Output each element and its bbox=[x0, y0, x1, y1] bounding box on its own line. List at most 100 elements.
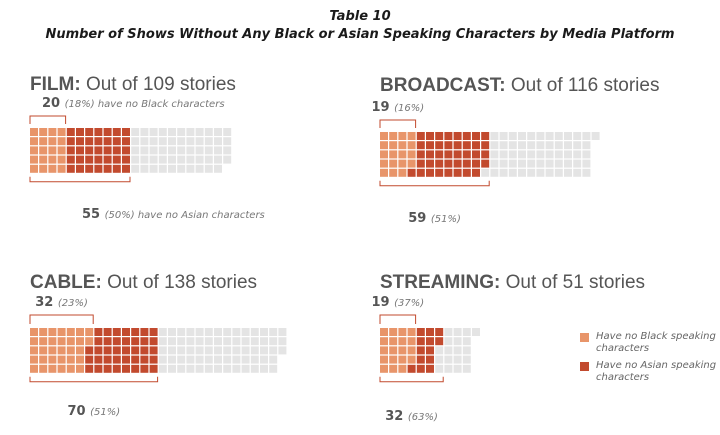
waffle-cell-remaining bbox=[527, 150, 536, 159]
waffle-cell-no-black bbox=[407, 159, 416, 168]
waffle-cell-no-asian bbox=[103, 337, 112, 346]
waffle-cell-remaining bbox=[195, 337, 204, 346]
waffle-cell-remaining bbox=[149, 146, 158, 155]
waffle-cell-remaining bbox=[195, 155, 204, 164]
waffle-cell-remaining bbox=[518, 132, 526, 140]
waffle-cell-no-black bbox=[39, 146, 48, 155]
waffle-cell-no-asian bbox=[85, 146, 94, 155]
waffle-cell-remaining bbox=[573, 159, 582, 168]
waffle-cell-remaining bbox=[573, 168, 582, 177]
waffle-cell-remaining bbox=[204, 155, 213, 164]
waffle-cell-remaining bbox=[149, 128, 158, 136]
waffle-cell-remaining bbox=[232, 364, 241, 373]
waffle-cell-no-asian bbox=[103, 155, 112, 164]
waffle-cell-no-black bbox=[48, 137, 57, 146]
waffle-cell-remaining bbox=[444, 364, 453, 373]
waffle-cell-remaining bbox=[453, 337, 462, 346]
waffle-cell-no-asian bbox=[140, 328, 149, 336]
waffle-cell-no-asian bbox=[112, 137, 121, 146]
panel-subtitle: Out of 116 stories bbox=[511, 75, 660, 96]
legend-item-no-asian: Have no Asian speaking characters bbox=[580, 360, 718, 384]
waffle-cell-remaining bbox=[536, 141, 545, 150]
waffle-cell-remaining bbox=[158, 155, 167, 164]
waffle-cell-remaining bbox=[250, 364, 259, 373]
waffle-cell-no-asian bbox=[140, 355, 149, 364]
waffle-cell-remaining bbox=[168, 355, 176, 364]
waffle-cell-remaining bbox=[554, 132, 563, 140]
waffle-cell-no-asian bbox=[426, 168, 434, 177]
waffle-cell-remaining bbox=[499, 150, 508, 159]
waffle-cell-remaining bbox=[527, 168, 536, 177]
annotation-no-black-cable: 32 (23%) bbox=[35, 295, 88, 310]
waffle-cell-no-asian bbox=[112, 164, 121, 173]
waffle-cell-no-black bbox=[398, 337, 407, 346]
platform-name: CABLE: bbox=[30, 272, 107, 293]
waffle-cell-no-black bbox=[48, 364, 57, 373]
waffle-cell-no-black bbox=[407, 355, 416, 364]
waffle-cell-remaining bbox=[490, 159, 499, 168]
waffle-cell-no-asian bbox=[416, 159, 425, 168]
waffle-cell-remaining bbox=[204, 355, 213, 364]
waffle-cell-no-asian bbox=[426, 355, 434, 364]
waffle-cell-remaining bbox=[195, 355, 204, 364]
waffle-cell-remaining bbox=[545, 159, 554, 168]
waffle-cell-no-asian bbox=[122, 155, 130, 164]
annotation-count: 55 bbox=[82, 207, 105, 222]
waffle-cell-remaining bbox=[490, 141, 499, 150]
waffle-cell-remaining bbox=[195, 137, 204, 146]
waffle-cell-no-black bbox=[57, 355, 66, 364]
waffle-cell-no-asian bbox=[416, 141, 425, 150]
waffle-cell-no-asian bbox=[122, 328, 130, 336]
waffle-cell-no-asian bbox=[416, 328, 425, 336]
waffle-cell-remaining bbox=[168, 128, 176, 136]
waffle-cell-remaining bbox=[453, 328, 462, 336]
legend-item-no-black: Have no Black speaking characters bbox=[580, 331, 718, 355]
waffle-cell-no-asian bbox=[481, 132, 490, 140]
waffle-cell-no-asian bbox=[149, 337, 158, 346]
waffle-cell-remaining bbox=[260, 364, 268, 373]
waffle-cell-no-black bbox=[380, 364, 388, 373]
bracket-no-asian bbox=[379, 180, 490, 187]
waffle-cell-remaining bbox=[573, 150, 582, 159]
waffle-cell-remaining bbox=[204, 137, 213, 146]
waffle-cell-no-black bbox=[39, 328, 48, 336]
waffle-cell-no-asian bbox=[85, 355, 94, 364]
waffle-cell-no-asian bbox=[131, 328, 140, 336]
waffle-cell-no-asian bbox=[444, 159, 453, 168]
waffle-cell-no-asian bbox=[85, 137, 94, 146]
waffle-cell-remaining bbox=[149, 137, 158, 146]
waffle-cell-remaining bbox=[250, 346, 259, 355]
waffle-cell-remaining bbox=[241, 337, 250, 346]
bracket-no-black bbox=[379, 314, 417, 324]
waffle-cell-no-black bbox=[398, 150, 407, 159]
waffle-cell-remaining bbox=[223, 128, 232, 136]
waffle-cell-remaining bbox=[131, 164, 140, 173]
waffle-cell-remaining bbox=[462, 337, 471, 346]
waffle-cell-remaining bbox=[214, 164, 222, 173]
waffle-cell-remaining bbox=[186, 137, 195, 146]
waffle-cell-no-black bbox=[66, 346, 75, 355]
waffle-cell-remaining bbox=[518, 141, 526, 150]
waffle-cell-no-black bbox=[380, 346, 388, 355]
waffle-cell-remaining bbox=[195, 146, 204, 155]
waffle-cell-remaining bbox=[168, 346, 176, 355]
annotation-no-asian-broadcast: 59 (51%) bbox=[408, 211, 461, 226]
waffle-cell-no-asian bbox=[435, 132, 444, 140]
waffle-cell-no-asian bbox=[416, 346, 425, 355]
annotation-no-black-streaming: 19 (37%) bbox=[371, 295, 424, 310]
waffle-cell-remaining bbox=[186, 355, 195, 364]
waffle-cell-remaining bbox=[582, 150, 591, 159]
waffle-cell-remaining bbox=[232, 337, 241, 346]
annotation-count: 19 bbox=[371, 100, 394, 115]
waffle-cell-remaining bbox=[527, 141, 536, 150]
waffle-cell-no-asian bbox=[76, 146, 84, 155]
waffle-cell-no-asian bbox=[140, 337, 149, 346]
waffle-cell-no-black bbox=[380, 132, 388, 140]
waffle-cell-no-black bbox=[66, 355, 75, 364]
waffle-cell-remaining bbox=[472, 328, 480, 336]
panel-heading-cable: CABLE: Out of 138 stories bbox=[30, 272, 257, 293]
waffle-cell-remaining bbox=[195, 164, 204, 173]
waffle-cell-remaining bbox=[453, 346, 462, 355]
waffle-cell-remaining bbox=[536, 132, 545, 140]
